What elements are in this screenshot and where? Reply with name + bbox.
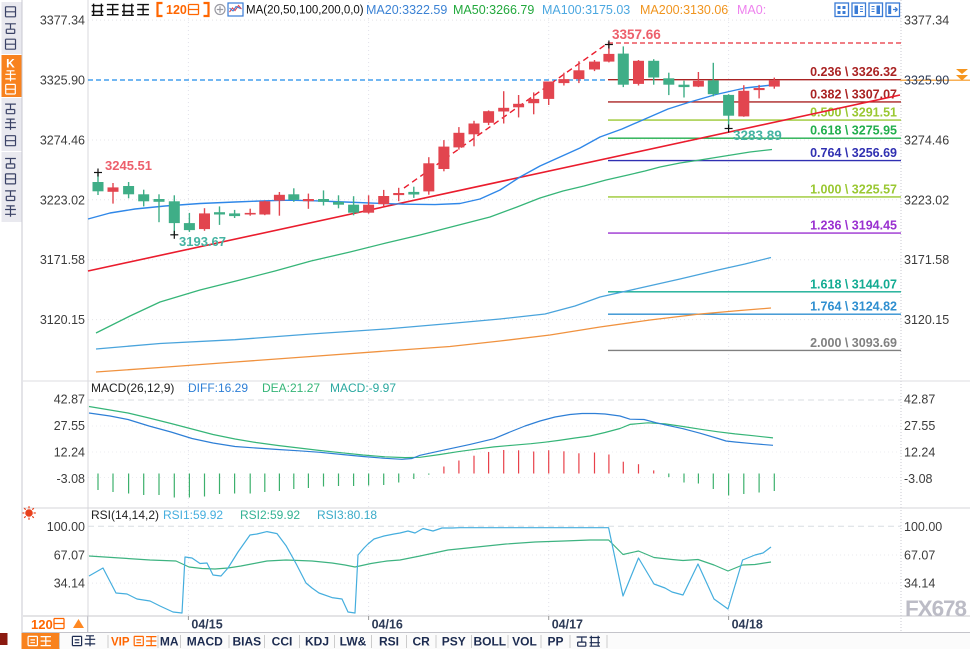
svg-text:MACD:-9.97: MACD:-9.97 xyxy=(330,381,396,395)
svg-text:42.87: 42.87 xyxy=(904,393,935,407)
svg-text:34.14: 34.14 xyxy=(904,577,935,591)
svg-text:67.07: 67.07 xyxy=(54,549,85,563)
svg-text:34.14: 34.14 xyxy=(54,577,85,591)
svg-text:DEA:21.27: DEA:21.27 xyxy=(262,381,320,395)
svg-text:12.24: 12.24 xyxy=(904,446,935,460)
svg-text:RSI1:59.92: RSI1:59.92 xyxy=(163,508,223,522)
svg-text:CCI: CCI xyxy=(272,635,293,649)
svg-text:3274.46: 3274.46 xyxy=(40,134,85,148)
svg-text:RSI: RSI xyxy=(379,635,399,649)
svg-text:3171.58: 3171.58 xyxy=(40,253,85,267)
svg-text:VIP: VIP xyxy=(111,637,130,649)
svg-text:3357.66: 3357.66 xyxy=(612,27,661,42)
svg-text:MACD: MACD xyxy=(187,635,223,649)
svg-text:3223.02: 3223.02 xyxy=(904,193,949,207)
svg-text:1.618 \ 3144.07: 1.618 \ 3144.07 xyxy=(810,277,897,291)
svg-text:3274.46: 3274.46 xyxy=(904,134,949,148)
svg-text:0.236 \ 3326.32: 0.236 \ 3326.32 xyxy=(810,65,897,79)
svg-text:PSY: PSY xyxy=(442,635,466,649)
svg-text:0.618 \ 3275.95: 0.618 \ 3275.95 xyxy=(810,124,897,138)
svg-text:MA(20,50,100,200,0,0): MA(20,50,100,200,0,0) xyxy=(246,5,364,17)
svg-text:-3.08: -3.08 xyxy=(57,472,86,486)
svg-text:3120.15: 3120.15 xyxy=(40,313,85,327)
svg-text:04/17: 04/17 xyxy=(552,618,583,632)
svg-text:3171.58: 3171.58 xyxy=(904,253,949,267)
svg-text:3377.34: 3377.34 xyxy=(40,14,85,28)
svg-text:KDJ: KDJ xyxy=(305,635,329,649)
svg-text:RSI2:59.92: RSI2:59.92 xyxy=(240,508,300,522)
svg-text:MA: MA xyxy=(160,635,179,649)
svg-text:DIFF:16.29: DIFF:16.29 xyxy=(188,381,248,395)
svg-text:MA20:3322.59: MA20:3322.59 xyxy=(366,3,447,17)
svg-text:0.764 \ 3256.69: 0.764 \ 3256.69 xyxy=(810,146,897,160)
svg-text:RSI3:80.18: RSI3:80.18 xyxy=(317,508,377,522)
svg-text:K: K xyxy=(6,57,15,71)
svg-text:12.24: 12.24 xyxy=(54,446,85,460)
svg-text:3325.90: 3325.90 xyxy=(40,74,85,88)
svg-text:100.00: 100.00 xyxy=(47,520,85,534)
svg-text:100.00: 100.00 xyxy=(904,520,942,534)
svg-text:3245.51: 3245.51 xyxy=(105,158,152,173)
svg-text:3377.34: 3377.34 xyxy=(904,14,949,28)
svg-text:VOL: VOL xyxy=(512,635,537,649)
svg-text:MACD(26,12,9): MACD(26,12,9) xyxy=(91,381,174,395)
svg-text:MA0:: MA0: xyxy=(737,3,766,17)
svg-text:-3.08: -3.08 xyxy=(904,472,933,486)
svg-text:2.000 \ 3093.69: 2.000 \ 3093.69 xyxy=(810,336,897,350)
svg-text:27.55: 27.55 xyxy=(904,419,935,433)
svg-text:27.55: 27.55 xyxy=(54,419,85,433)
svg-text:LW&: LW& xyxy=(340,635,367,649)
svg-text:1.764 \ 3124.82: 1.764 \ 3124.82 xyxy=(810,300,897,314)
svg-text:BOLL: BOLL xyxy=(473,635,506,649)
svg-text:42.87: 42.87 xyxy=(54,393,85,407)
svg-text:MA100:3175.03: MA100:3175.03 xyxy=(542,3,630,17)
svg-text:BIAS: BIAS xyxy=(232,635,261,649)
svg-text:120: 120 xyxy=(166,3,187,17)
svg-text:04/15: 04/15 xyxy=(191,618,222,632)
svg-text:1.000 \ 3225.57: 1.000 \ 3225.57 xyxy=(810,182,897,196)
svg-text:0.382 \ 3307.07: 0.382 \ 3307.07 xyxy=(810,87,897,101)
svg-text:3120.15: 3120.15 xyxy=(904,313,949,327)
svg-text:CR: CR xyxy=(413,635,431,649)
svg-text:04/16: 04/16 xyxy=(372,618,403,632)
svg-text:1.236 \ 3194.45: 1.236 \ 3194.45 xyxy=(810,219,897,233)
svg-text:PP: PP xyxy=(547,635,563,649)
svg-text:3325.90: 3325.90 xyxy=(904,74,949,88)
svg-text:3223.02: 3223.02 xyxy=(40,193,85,207)
svg-text:MA200:3130.06: MA200:3130.06 xyxy=(640,3,728,17)
svg-text:3193.67: 3193.67 xyxy=(179,234,226,249)
svg-text:120: 120 xyxy=(31,617,53,632)
svg-text:3283.89: 3283.89 xyxy=(733,128,782,143)
svg-text:RSI(14,14,2): RSI(14,14,2) xyxy=(91,508,159,522)
svg-text:0.500 \ 3291.51: 0.500 \ 3291.51 xyxy=(810,106,897,120)
svg-text:FX678: FX678 xyxy=(905,596,967,621)
svg-text:04/18: 04/18 xyxy=(732,618,763,632)
svg-text:67.07: 67.07 xyxy=(904,549,935,563)
svg-text:MA50:3266.79: MA50:3266.79 xyxy=(453,3,534,17)
